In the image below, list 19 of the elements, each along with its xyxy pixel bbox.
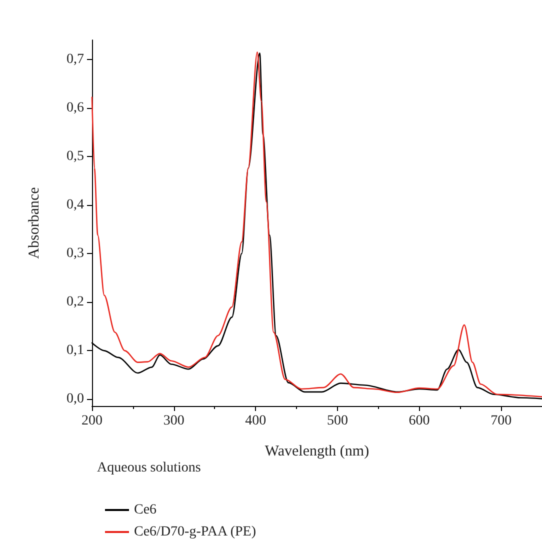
y-tick-label: 0,6 — [66, 100, 84, 116]
legend-label: Ce6 — [134, 502, 157, 518]
legend-title: Aqueous solutions — [97, 460, 201, 476]
legend-label: Ce6/D70-g-PAA (PE) — [134, 524, 256, 540]
x-tick-label: 400 — [245, 414, 266, 428]
y-tick-label: 0,3 — [66, 246, 84, 262]
y-tick-label: 0,5 — [66, 149, 84, 164]
x-tick-label: 600 — [408, 414, 430, 428]
x-tick-label: 500 — [326, 414, 348, 428]
x-tick-label: 700 — [490, 414, 512, 428]
y-tick-label: 0,1 — [66, 343, 84, 358]
x-tick-label: 300 — [163, 414, 184, 428]
x-tick-label: 200 — [82, 414, 102, 428]
y-tick-label: 0,0 — [66, 392, 84, 407]
x-axis-title: Wavelength (nm) — [264, 444, 370, 460]
y-tick-label: 0,4 — [66, 198, 84, 213]
y-axis-title: Absorbance — [26, 186, 42, 259]
y-tick-label: 0,2 — [66, 294, 84, 310]
y-tick-label: 0,7 — [66, 52, 84, 67]
